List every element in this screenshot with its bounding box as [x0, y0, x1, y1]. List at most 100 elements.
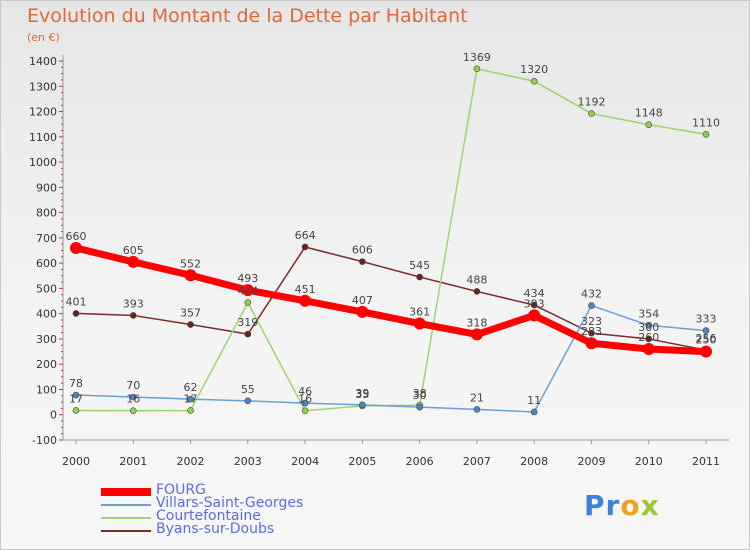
legend-swatch [101, 517, 151, 519]
data-point [356, 305, 369, 318]
data-point [702, 327, 710, 334]
y-tick-label: 1000 [29, 156, 57, 169]
data-point [127, 255, 140, 268]
data-label: 319 [237, 316, 258, 329]
y-tick-label: 1200 [29, 106, 57, 119]
data-point [473, 288, 481, 295]
data-label: 545 [409, 259, 430, 272]
data-label: 283 [581, 325, 602, 338]
legend-label: Villars-Saint-Georges [156, 495, 304, 511]
x-tick-label: 2009 [577, 455, 605, 468]
data-label: 39 [355, 387, 369, 400]
data-point [299, 294, 312, 307]
data-label: 401 [66, 295, 87, 308]
data-label: 606 [352, 244, 373, 257]
data-label: 488 [466, 273, 487, 286]
data-point [187, 321, 194, 328]
data-label: 664 [295, 229, 316, 242]
data-label: 444 [237, 285, 258, 298]
data-label: 323 [581, 315, 602, 328]
data-point [530, 301, 538, 309]
data-point [530, 408, 538, 416]
data-label: 407 [352, 294, 373, 307]
data-label: 432 [581, 288, 602, 301]
y-tick-label: 500 [36, 282, 57, 295]
data-point [642, 343, 655, 356]
data-point [359, 258, 366, 265]
data-point [184, 269, 197, 282]
data-point [470, 328, 483, 341]
data-label: 17 [69, 392, 83, 405]
data-point [416, 273, 423, 281]
data-label: 70 [126, 379, 140, 392]
x-tick-label: 2004 [291, 455, 319, 468]
x-tick-label: 2010 [635, 455, 663, 468]
y-tick-label: 1300 [29, 80, 57, 93]
data-label: 35 [355, 388, 369, 401]
data-label: 38 [413, 387, 427, 400]
x-tick-label: 2003 [234, 455, 262, 468]
data-label: 393 [524, 297, 545, 310]
data-point [528, 309, 541, 322]
data-point [72, 391, 80, 399]
legend-label: Courtefontaine [156, 508, 261, 524]
y-tick-label: 900 [36, 181, 57, 194]
data-point [244, 330, 252, 338]
data-label: 493 [237, 272, 258, 285]
chart-title: Evolution du Montant de la Dette par Hab… [27, 5, 468, 27]
data-point [359, 401, 366, 409]
y-tick-label: 800 [36, 207, 57, 220]
data-point [72, 310, 80, 317]
data-point [301, 407, 309, 414]
data-label: 318 [466, 316, 487, 329]
data-label: 260 [638, 331, 659, 344]
data-label: 250 [696, 334, 717, 347]
data-label: 21 [470, 391, 484, 404]
legend-swatch [101, 488, 151, 496]
data-point [588, 329, 595, 337]
logo-part-o: o [620, 489, 641, 522]
data-point [645, 335, 653, 343]
data-label: 16 [126, 393, 140, 406]
data-point [129, 407, 137, 414]
data-point [530, 77, 538, 85]
data-label: 300 [638, 321, 659, 334]
y-tick-label: 600 [36, 257, 57, 270]
legend-label: Byans-sur-Doubs [156, 521, 275, 537]
logo-part-pr: Pr [584, 489, 621, 522]
series-line [75, 244, 707, 356]
data-point [301, 399, 309, 407]
legend-label: FOURG [156, 482, 206, 498]
data-point [241, 284, 254, 297]
data-point [588, 110, 595, 117]
data-point [588, 302, 595, 309]
chart-subtitle: (en €) [27, 31, 60, 44]
data-label: 393 [123, 297, 144, 310]
x-tick-label: 2000 [62, 455, 90, 468]
data-label: 1369 [463, 51, 491, 64]
series-line [75, 68, 707, 412]
x-tick-label: 2011 [692, 455, 720, 468]
data-label: 78 [69, 377, 83, 390]
data-label: 357 [180, 307, 201, 320]
x-tick-label: 2007 [463, 455, 491, 468]
x-tick-label: 2008 [520, 455, 548, 468]
data-label: 11 [527, 394, 541, 407]
series-line [75, 304, 707, 413]
data-label: 1148 [635, 107, 663, 120]
legend-swatch [101, 504, 151, 506]
data-point [301, 243, 309, 251]
data-point [244, 299, 252, 306]
x-tick-label: 2002 [177, 455, 205, 468]
y-tick-label: 100 [36, 383, 57, 396]
series-line [75, 246, 707, 351]
data-label: 660 [66, 230, 87, 243]
data-label: 434 [524, 287, 545, 300]
data-point [187, 407, 194, 414]
y-tick-label: 300 [36, 333, 57, 346]
data-label: 55 [241, 383, 255, 396]
data-point [129, 312, 137, 319]
data-point [645, 321, 653, 329]
